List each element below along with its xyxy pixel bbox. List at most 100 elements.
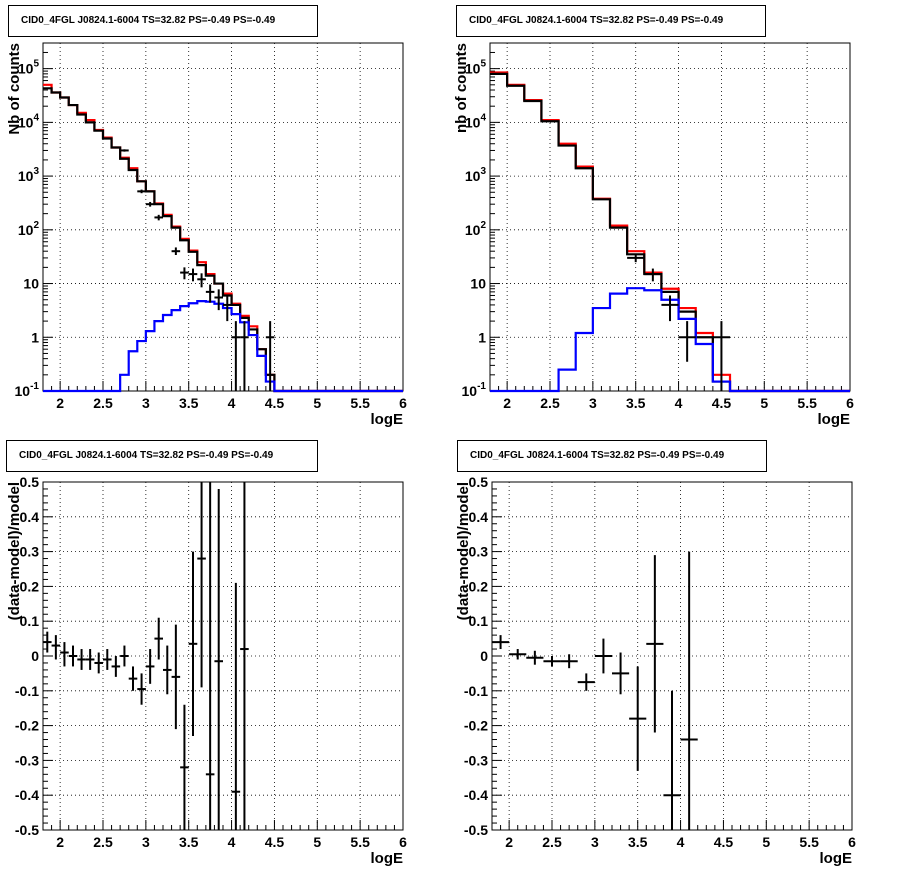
data-point <box>661 295 679 322</box>
y-tick-label: 102 <box>18 220 40 238</box>
chart-title: CID0_4FGL J0824.1-6004 TS=32.82 PS=-0.49… <box>456 5 766 37</box>
data-point <box>171 624 181 730</box>
x-tick-label: 2.5 <box>542 834 562 850</box>
data-point <box>145 649 155 684</box>
histogram-series-line <box>43 87 403 393</box>
data-point <box>154 214 163 221</box>
y-tick-label: 0.5 <box>20 474 40 490</box>
residual-chart-right: 2 2.5 3 3.5 4 4.5 5 5.5 6 -0.5 -0.4 -0.3 -0.2 -0.1 0 0.… <box>455 474 856 867</box>
data-point <box>678 321 696 362</box>
x-tick-label: 3.5 <box>179 395 199 411</box>
grid <box>490 43 851 392</box>
data-point <box>629 666 647 771</box>
x-tick-label: 5 <box>313 395 321 411</box>
data-point <box>526 650 544 665</box>
axis-ticks <box>42 481 404 831</box>
x-tick-label: 5.5 <box>797 395 817 411</box>
y-axis-label: (data-model)/model <box>6 482 23 620</box>
y-tick-label: -0.1 <box>464 683 488 699</box>
residual-chart-left: 2 2.5 3 3.5 4 4.5 5 5.5 6 -0.5 -0.4 -0.3 -0.2 -0.1 0 0.… <box>6 474 407 867</box>
data-point <box>627 254 645 263</box>
counts-chart-right: 2 2.5 3 3.5 4 4.5 5 5.5 6 10-1 1 10 102 103 104 105 logE… <box>453 42 854 428</box>
y-tick-label: 103 <box>18 166 40 184</box>
histogram-series-line <box>490 287 850 393</box>
axis-ticks <box>489 42 851 392</box>
data-point <box>43 631 52 653</box>
x-tick-label: 6 <box>846 395 854 411</box>
data-point <box>163 645 172 695</box>
data-point <box>68 645 78 667</box>
x-tick-label: 5.5 <box>799 834 819 850</box>
y-axis-label: Nb of counts <box>6 43 23 135</box>
data-points <box>627 254 730 391</box>
x-tick-label: 5.5 <box>350 395 370 411</box>
pad-bottom-right-residuals: 2 2.5 3 3.5 4 4.5 5 5.5 6 -0.5 -0.4 -0.3 -0.2 -0.1 0 0.… <box>449 437 898 875</box>
x-tick-label: 4.5 <box>265 834 285 850</box>
chart-title: CID0_4FGL J0824.1-6004 TS=32.82 PS=-0.49… <box>8 5 318 37</box>
data-point <box>188 268 198 282</box>
x-tick-label: 2.5 <box>93 834 113 850</box>
y-tick-label: -0.3 <box>15 752 39 768</box>
data-point <box>137 189 146 194</box>
x-tick-label: 4.5 <box>714 834 734 850</box>
plot-frame <box>489 42 851 392</box>
data-point <box>197 273 206 288</box>
data-point <box>231 582 241 830</box>
data-point <box>120 149 129 152</box>
data-point <box>205 482 215 830</box>
x-tick-label: 4 <box>228 834 236 850</box>
histogram-series-line <box>43 300 403 393</box>
y-axis-label: nb of counts <box>453 43 470 133</box>
x-tick-label: 3 <box>591 834 599 850</box>
chart-title: CID0_4FGL J0824.1-6004 TS=32.82 PS=-0.49… <box>6 440 318 472</box>
y-tick-label: 0.3 <box>20 544 40 560</box>
data-point <box>646 555 664 733</box>
x-tick-label: 5.5 <box>350 834 370 850</box>
y-tick-label: -0.1 <box>15 683 39 699</box>
y-tick-label: -0.5 <box>15 822 39 838</box>
pad-top-left-counts: 2 2.5 3 3.5 4 4.5 5 5.5 6 10-1 1 10 102 103 104 105 logE… <box>0 0 449 437</box>
chart-title: CID0_4FGL J0824.1-6004 TS=32.82 PS=-0.49… <box>457 440 767 472</box>
y-tick-label: 0.4 <box>469 509 489 525</box>
axis-ticks <box>42 42 404 392</box>
x-tick-label: 2 <box>56 834 64 850</box>
data-point <box>205 284 215 303</box>
histogram-series-line <box>490 72 850 393</box>
data-point <box>145 201 155 207</box>
x-tick-label: 3 <box>142 395 150 411</box>
data-point <box>231 321 241 391</box>
data-point <box>223 295 232 322</box>
y-tick-label: 104 <box>465 112 487 130</box>
data-point <box>644 268 662 282</box>
y-tick-label: 0.3 <box>469 544 489 560</box>
y-tick-label: 10 <box>23 276 39 292</box>
data-points <box>492 551 698 830</box>
data-point <box>612 652 630 695</box>
grid <box>43 43 404 392</box>
pad-top-right-counts: 2 2.5 3 3.5 4 4.5 5 5.5 6 10-1 1 10 102 103 104 105 logE… <box>449 0 898 437</box>
data-point <box>51 635 61 660</box>
x-axis-label: logE <box>820 850 853 867</box>
data-points <box>43 482 249 830</box>
data-point <box>214 488 223 830</box>
y-tick-label: -0.4 <box>15 787 39 803</box>
x-axis-label: logE <box>818 411 851 428</box>
data-point <box>543 656 561 667</box>
data-point <box>663 690 681 830</box>
data-point <box>180 267 189 280</box>
y-tick-label: 102 <box>465 220 487 238</box>
grid <box>43 481 404 831</box>
counts-chart-left: 2 2.5 3 3.5 4 4.5 5 5.5 6 10-1 1 10 102 103 104 105 logE… <box>6 42 407 428</box>
y-tick-label: 0.5 <box>469 474 489 490</box>
x-tick-label: 4.5 <box>712 395 732 411</box>
data-point <box>171 247 181 255</box>
y-tick-label: 0.1 <box>469 613 489 629</box>
data-point <box>594 638 612 674</box>
y-tick-label: 0 <box>31 648 39 664</box>
data-point <box>680 551 698 830</box>
y-tick-label: 1 <box>31 329 39 345</box>
y-tick-label: 104 <box>18 112 40 130</box>
y-tick-label: 10-1 <box>462 381 487 399</box>
y-tick-label: -0.5 <box>464 822 488 838</box>
data-point <box>214 289 223 311</box>
